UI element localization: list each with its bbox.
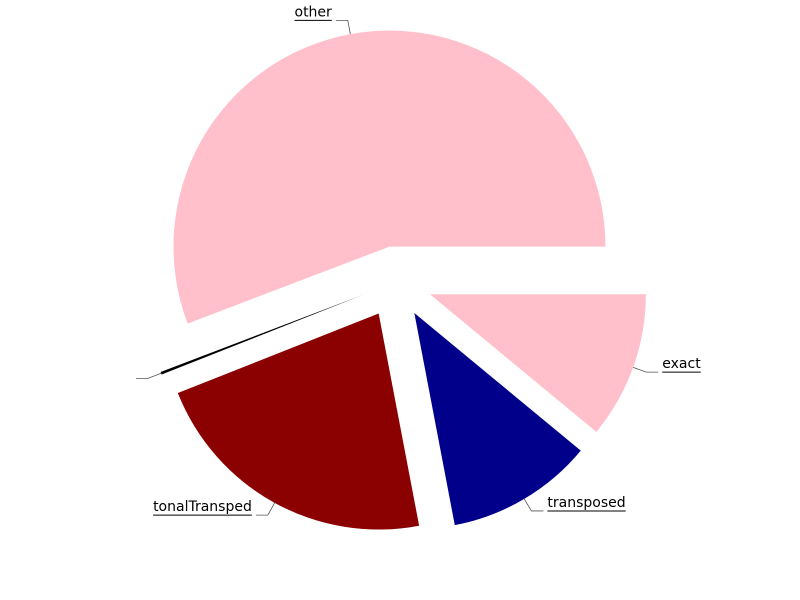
slice-other xyxy=(173,30,606,324)
slice-tonal-transped xyxy=(177,313,420,530)
leader-line-tonal-transped xyxy=(255,502,275,516)
slice-exact xyxy=(429,294,646,432)
pie-slices xyxy=(160,30,646,530)
slice-transposed xyxy=(414,312,581,526)
leader-line-other xyxy=(335,20,351,35)
pie-labels: exact transposed tonalTransped other xyxy=(136,4,701,516)
slice-unlabeled xyxy=(160,295,363,375)
slice-label-exact: exact xyxy=(662,356,701,372)
slice-label-other: other xyxy=(295,4,333,20)
slice-label-transposed: transposed xyxy=(547,495,625,511)
leader-line-transposed xyxy=(523,498,544,512)
leader-line-unlabeled xyxy=(136,372,162,379)
slice-label-tonal-transped: tonalTransped xyxy=(153,499,252,515)
leader-line-exact xyxy=(632,366,659,373)
